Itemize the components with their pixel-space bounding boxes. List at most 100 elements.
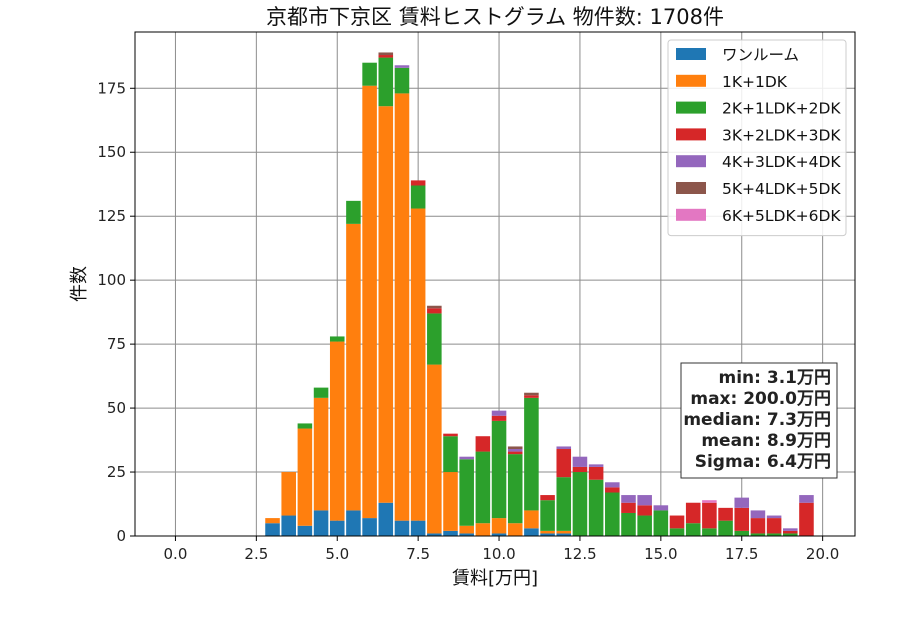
bar-segment xyxy=(459,525,474,534)
bar-segment xyxy=(524,392,539,396)
bar-segment xyxy=(718,507,733,521)
bar-segment xyxy=(524,528,539,536)
bar-segment xyxy=(507,523,523,536)
legend: ワンルーム 1K+1DK 2K+1LDK+2DK 3K+2LDK+3DK 4K+3LDK… xyxy=(667,39,847,237)
bar-segment xyxy=(669,515,685,529)
x-tick-label: 12.5 xyxy=(563,545,596,563)
bar-segment xyxy=(410,185,426,209)
bar-segment xyxy=(783,533,798,536)
bar-segment xyxy=(702,500,717,503)
bar-segment xyxy=(394,520,410,536)
legend-swatch xyxy=(676,48,706,60)
bar-segment xyxy=(750,533,766,536)
bar-segment xyxy=(588,466,604,480)
bar-segment xyxy=(540,533,555,536)
bar-segment xyxy=(524,397,539,511)
bar-segment xyxy=(313,510,329,536)
bar-segment xyxy=(362,518,377,536)
bar-segment xyxy=(799,495,814,503)
bar-segment xyxy=(702,502,717,529)
bar-segment xyxy=(491,533,507,536)
bar-segment xyxy=(346,200,361,224)
y-tick-label: 0 xyxy=(116,527,126,545)
bar-segment xyxy=(750,518,766,534)
bar-segment xyxy=(313,397,329,511)
bar-segment xyxy=(362,85,377,519)
bar-segment xyxy=(556,533,572,536)
y-tick-label: 175 xyxy=(97,79,126,97)
bar-segment xyxy=(734,507,750,531)
bar-segment xyxy=(540,495,555,501)
y-axis: 0 25 50 75 100 125 150 175 xyxy=(97,79,135,545)
bar-segment xyxy=(588,479,604,536)
bar-segment xyxy=(427,308,442,314)
bar-segment xyxy=(378,55,394,58)
legend-swatch xyxy=(676,182,706,194)
x-tick-label: 10.0 xyxy=(482,545,515,563)
y-tick-label: 25 xyxy=(107,463,126,481)
bar-segment xyxy=(637,495,652,506)
bar-segment xyxy=(265,523,280,536)
bar-segment xyxy=(427,313,442,365)
legend-label: ワンルーム xyxy=(722,46,799,64)
legend-swatch xyxy=(676,74,706,87)
bar-segment xyxy=(524,510,539,529)
legend-label: 5K+4LDK+5DK xyxy=(722,180,841,198)
bar-segment xyxy=(605,492,620,536)
bar-segment xyxy=(766,515,782,519)
bar-segment xyxy=(621,512,636,536)
bar-segment xyxy=(475,451,491,524)
legend-swatch xyxy=(676,155,706,168)
chart-title: 京都市下京区 賃料ヒストグラム 物件数: 1708件 xyxy=(266,5,724,29)
x-axis-title: 賃料[万円] xyxy=(452,568,538,589)
bar-segment xyxy=(378,502,394,536)
bar-segment xyxy=(556,477,572,531)
bar-segment xyxy=(556,446,572,450)
bar-segment xyxy=(281,515,296,536)
bar-segment xyxy=(443,433,458,437)
bar-segment xyxy=(540,530,555,534)
x-tick-label: 2.5 xyxy=(244,545,268,563)
bar-segment xyxy=(750,510,766,519)
stats-line: min: 3.1万円 xyxy=(719,368,831,388)
bar-segment xyxy=(329,520,345,536)
x-tick-label: 20.0 xyxy=(806,545,839,563)
stats-line: max: 200.0万円 xyxy=(690,389,831,409)
legend-label: 2K+1LDK+2DK xyxy=(722,100,841,118)
bar-segment xyxy=(443,472,458,531)
bar-segment xyxy=(637,515,652,536)
x-axis: 0.0 2.5 5.0 7.5 10.0 12.5 15.0 17.5 20.0 xyxy=(164,536,839,563)
bar-segment xyxy=(459,456,474,460)
bar-segment xyxy=(329,341,345,521)
bar-segment xyxy=(410,520,426,536)
legend-frame xyxy=(667,39,847,237)
bar-segment xyxy=(459,459,474,526)
bar-segment xyxy=(540,500,555,531)
bar-segment xyxy=(588,464,604,467)
bar-segment xyxy=(443,530,458,536)
bar-segment xyxy=(329,336,345,342)
bar-segment xyxy=(427,364,442,534)
bar-segment xyxy=(653,505,669,511)
stats-line: Sigma: 6.4万円 xyxy=(695,452,831,472)
bar-segment xyxy=(734,530,750,536)
bar-segment xyxy=(783,528,798,531)
bar-segment xyxy=(297,423,313,429)
stats-line: mean: 8.9万円 xyxy=(701,431,831,451)
legend-swatch xyxy=(676,101,706,114)
bar-segment xyxy=(718,520,733,536)
bar-segment xyxy=(766,533,782,536)
bar-segment xyxy=(281,472,296,516)
y-tick-label: 50 xyxy=(107,399,126,417)
bar-segment xyxy=(491,415,507,421)
bar-segment xyxy=(605,482,620,488)
bar-segment xyxy=(410,208,426,521)
bars-layer xyxy=(265,52,814,536)
y-axis-title: 件数 xyxy=(69,266,90,302)
legend-label: 1K+1DK xyxy=(722,73,788,91)
bar-segment xyxy=(297,428,313,526)
bar-segment xyxy=(491,410,507,416)
plot-frame xyxy=(134,31,856,537)
bar-segment xyxy=(265,518,280,524)
